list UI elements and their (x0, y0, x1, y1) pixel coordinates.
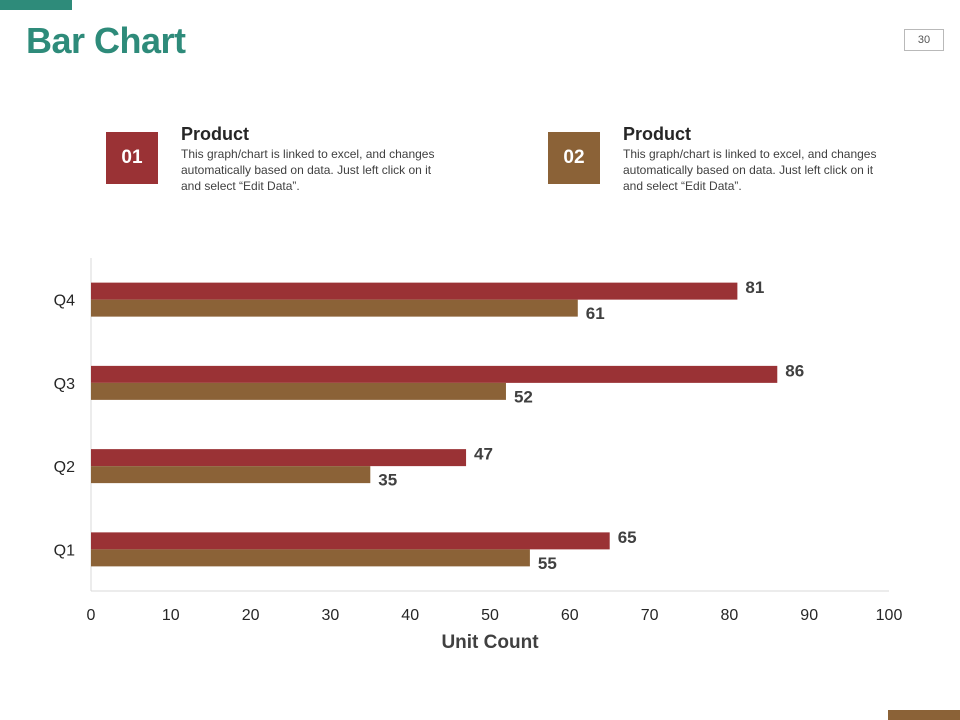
data-label-q4-series-1: 81 (745, 278, 764, 297)
bar-q2-series-2 (91, 466, 371, 484)
bar-q1-series-1 (91, 532, 610, 550)
legend-number-01: 01 (106, 132, 158, 184)
y-tick-label-q3: Q3 (54, 376, 75, 393)
top-accent-bar (0, 0, 72, 10)
x-tick-label-50: 50 (481, 607, 499, 624)
x-tick-label-60: 60 (561, 607, 579, 624)
data-label-q2-series-2: 35 (378, 471, 397, 490)
x-tick-label-0: 0 (87, 607, 96, 624)
x-tick-label-10: 10 (162, 607, 180, 624)
x-axis-title: Unit Count (441, 632, 539, 653)
data-label-q3-series-2: 52 (514, 387, 533, 406)
data-label-q4-series-2: 61 (586, 304, 605, 323)
bar-q2-series-1 (91, 449, 467, 467)
legend-description-02: This graph/chart is linked to excel, and… (623, 147, 877, 193)
slide-title: Bar Chart (26, 20, 186, 61)
bar-q4-series-2 (91, 299, 578, 317)
x-tick-label-40: 40 (401, 607, 419, 624)
y-tick-label-q4: Q4 (54, 293, 75, 310)
bar-q4-series-1 (91, 282, 738, 300)
legend-description-01: This graph/chart is linked to excel, and… (181, 147, 435, 193)
data-label-q1-series-1: 65 (618, 528, 637, 547)
bar-q3-series-2 (91, 382, 506, 400)
legend-heading-01: Product (181, 124, 250, 144)
x-tick-label-100: 100 (876, 607, 903, 624)
data-label-q2-series-1: 47 (474, 445, 493, 464)
x-tick-label-30: 30 (322, 607, 340, 624)
data-label-q1-series-2: 55 (538, 554, 557, 573)
bar-q1-series-2 (91, 549, 530, 567)
bottom-accent-bar (888, 710, 960, 720)
x-tick-label-20: 20 (242, 607, 260, 624)
y-tick-label-q1: Q1 (54, 542, 75, 559)
y-tick-label-q2: Q2 (54, 459, 75, 476)
data-label-q3-series-1: 86 (785, 361, 804, 380)
page-number: 30 (904, 29, 944, 51)
bar-q3-series-1 (91, 365, 778, 383)
x-tick-label-70: 70 (641, 607, 659, 624)
x-tick-label-90: 90 (800, 607, 818, 624)
legend-number-02: 02 (548, 132, 600, 184)
legend-heading-02: Product (623, 124, 692, 144)
x-tick-label-80: 80 (721, 607, 739, 624)
